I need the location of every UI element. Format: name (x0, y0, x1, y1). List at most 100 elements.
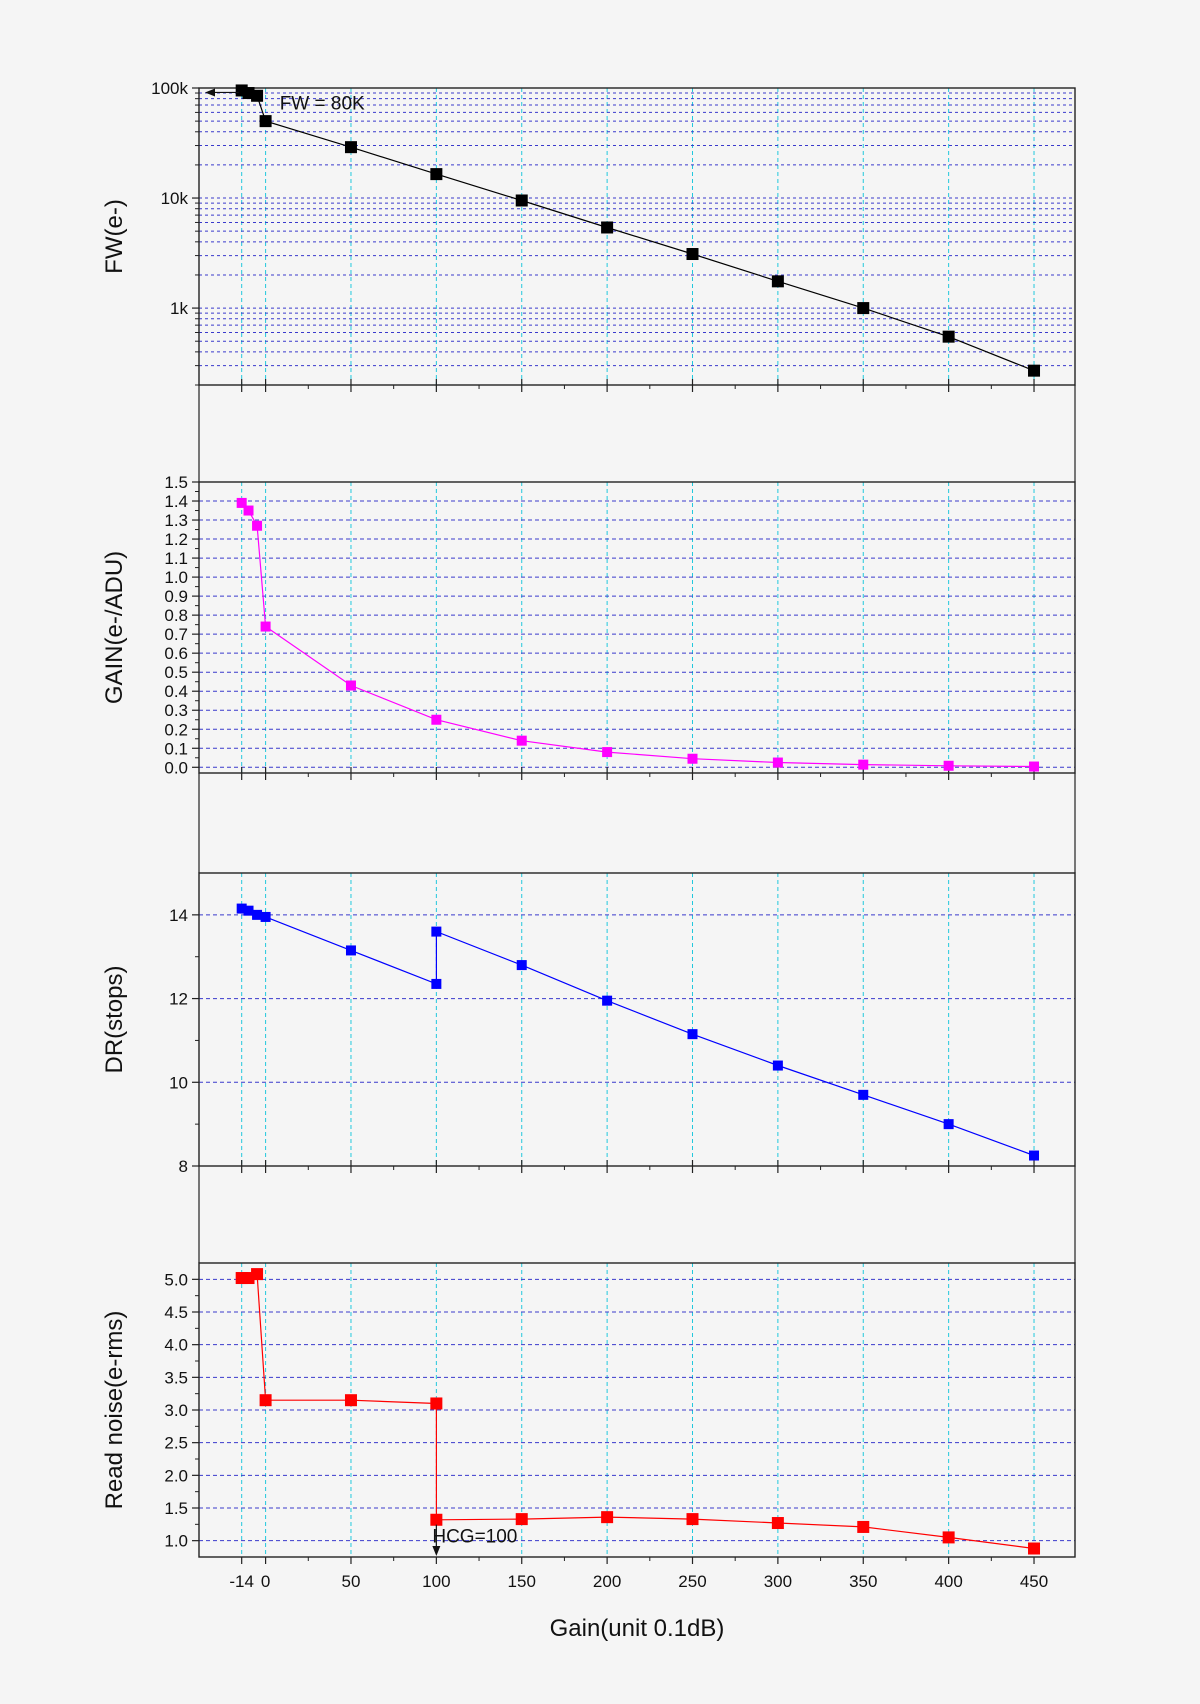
y-axis-title: GAIN(e-/ADU) (101, 551, 128, 704)
data-point (260, 911, 271, 922)
data-point (431, 978, 442, 989)
y-tick-label: 4.0 (164, 1336, 188, 1355)
x-tick-label: 50 (342, 1572, 361, 1591)
data-point (515, 194, 528, 207)
data-point (771, 275, 784, 288)
y-tick-label: 5.0 (164, 1270, 188, 1289)
data-point (1029, 1150, 1040, 1161)
x-tick-label: 350 (849, 1572, 877, 1591)
data-point (430, 1397, 443, 1410)
series-layer (235, 84, 1041, 1555)
frame-layer (192, 87, 1076, 1564)
y-tick-label: 3.5 (164, 1368, 188, 1387)
data-point (1029, 761, 1040, 772)
y-tick-label: 0.1 (164, 739, 188, 758)
data-point (687, 1029, 698, 1040)
y-tick-label: 1.0 (164, 568, 188, 587)
y-tick-label: 2.0 (164, 1466, 188, 1485)
data-point (430, 1513, 443, 1526)
data-point (686, 248, 699, 261)
data-point (252, 520, 263, 531)
data-point (942, 330, 955, 343)
data-point (601, 1511, 614, 1524)
data-point (1028, 364, 1041, 377)
data-point (344, 1394, 357, 1407)
y-tick-label: 0.4 (164, 682, 188, 701)
data-point (858, 1089, 869, 1100)
annotation-arrowhead (432, 1546, 441, 1556)
data-point (516, 960, 527, 971)
y-tick-label: 10 (169, 1073, 188, 1092)
data-point (857, 302, 870, 315)
data-point (236, 497, 247, 508)
x-tick-label: 450 (1020, 1572, 1048, 1591)
y-tick-label: 0.0 (164, 758, 188, 777)
data-point (686, 1513, 699, 1526)
data-point (251, 89, 264, 102)
y-tick-label: 1.3 (164, 511, 188, 530)
annotation-label: HCG=100 (432, 1527, 517, 1548)
x-tick-label: 250 (678, 1572, 706, 1591)
x-tick-label: 150 (508, 1572, 536, 1591)
y-tick-label: 3.0 (164, 1401, 188, 1420)
data-point (601, 221, 614, 234)
data-point (602, 995, 613, 1006)
y-tick-label: 12 (169, 990, 188, 1009)
x-axis-title: Gain(unit 0.1dB) (550, 1615, 725, 1642)
data-point (236, 903, 247, 914)
y-axis-title: DR(stops) (101, 965, 128, 1073)
y-axis-title: Read noise(e-rms) (101, 1311, 128, 1510)
data-point (345, 680, 356, 691)
data-point (345, 945, 356, 956)
data-point (430, 168, 443, 181)
data-point (516, 735, 527, 746)
y-tick-label: 1.4 (164, 492, 188, 511)
y-tick-label: 100k (151, 79, 188, 98)
y-tick-label: 1.5 (164, 1499, 188, 1518)
data-point (943, 760, 954, 771)
data-point (858, 759, 869, 770)
plot-frame (198, 87, 1076, 386)
data-point (259, 1394, 272, 1407)
data-point (243, 905, 254, 916)
data-point (431, 926, 442, 937)
y-tick-label: 0.8 (164, 606, 188, 625)
y-tick-label: 0.2 (164, 720, 188, 739)
data-point (344, 141, 357, 154)
y-tick-label: 10k (161, 189, 189, 208)
series-line (241, 1273, 1035, 1550)
y-tick-label: 0.3 (164, 701, 188, 720)
data-point (251, 1268, 264, 1281)
grid-layer (199, 88, 1075, 1557)
x-tick-label: 400 (934, 1572, 962, 1591)
data-point (260, 621, 271, 632)
data-point (942, 1531, 955, 1544)
annotation-label: FW = 80K (280, 93, 365, 114)
y-tick-label: 0.5 (164, 663, 188, 682)
plot-frame (198, 872, 1076, 1167)
y-tick-label: 0.7 (164, 625, 188, 644)
y-tick-label: 0.6 (164, 644, 188, 663)
annotation-arrowhead (205, 88, 215, 97)
data-point (857, 1520, 870, 1533)
x-tick-label: 200 (593, 1572, 621, 1591)
y-tick-label: 1.1 (164, 549, 188, 568)
x-tick-label: 0 (261, 1572, 270, 1591)
data-point (771, 1517, 784, 1530)
data-point (772, 1060, 783, 1071)
y-tick-label: 1.2 (164, 530, 188, 549)
y-tick-label: 14 (169, 906, 188, 925)
y-tick-label: 8 (179, 1157, 188, 1176)
data-point (259, 115, 272, 128)
y-tick-label: 1k (170, 299, 188, 318)
data-point (687, 753, 698, 764)
data-point (431, 714, 442, 725)
data-point (252, 909, 263, 920)
x-tick-label: 100 (422, 1572, 450, 1591)
y-tick-label: 2.5 (164, 1434, 188, 1453)
y-tick-label: 1.0 (164, 1532, 188, 1551)
y-tick-label: 4.5 (164, 1303, 188, 1322)
plot-frame (198, 481, 1076, 774)
